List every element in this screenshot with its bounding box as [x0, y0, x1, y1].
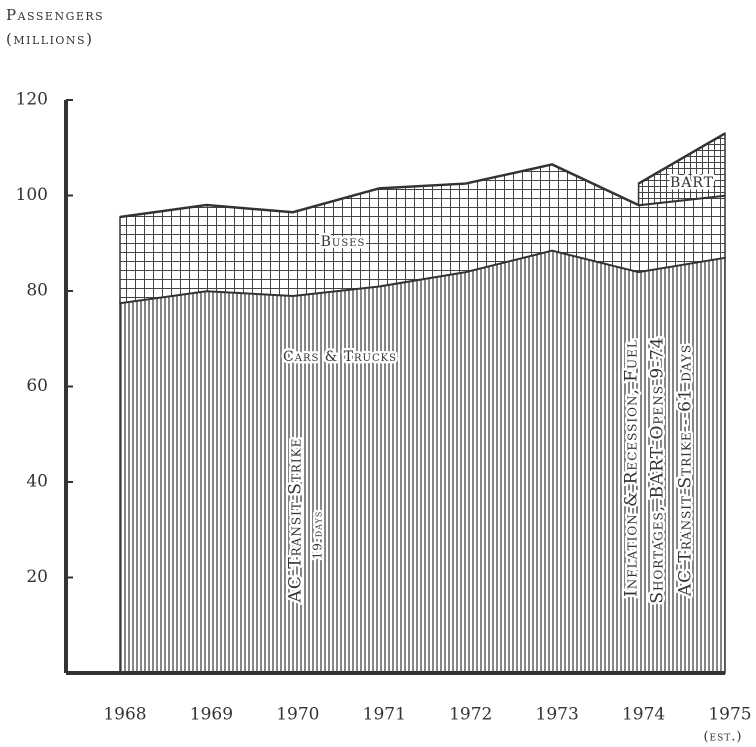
y-tick-label: 80	[26, 281, 48, 301]
y-tick-label: 60	[26, 376, 48, 396]
series-label: Buses	[321, 234, 366, 250]
x-tick-label: 1969	[190, 705, 233, 725]
x-tick-label: 1975	[708, 705, 751, 725]
series-label: BART	[670, 175, 714, 191]
series-label: Cars & Trucks	[283, 349, 397, 365]
y-axis-label: Passengers	[6, 6, 104, 24]
x-tick-label: 1972	[449, 705, 492, 725]
annotation: 19 days	[311, 511, 325, 560]
y-tick-label: 20	[26, 567, 48, 587]
annotation: Inflation & Recession, Fuel	[622, 339, 642, 597]
y-axis-label: (millions)	[6, 30, 93, 48]
area	[637, 132, 726, 206]
x-note: (est.)	[703, 730, 742, 745]
x-tick-label: 1974	[622, 705, 665, 725]
y-tick-label: 120	[16, 90, 48, 110]
x-tick-label: 1968	[103, 705, 146, 725]
annotation: AC Transit Strike	[286, 438, 306, 604]
y-tick-label: 40	[26, 472, 48, 492]
y-tick-label: 100	[16, 185, 48, 205]
area-top-line	[119, 163, 726, 219]
annotation: AC Transit Strike - 61 days	[676, 344, 696, 597]
x-tick-label: 1970	[276, 705, 319, 725]
x-tick-label: 1971	[363, 705, 406, 725]
annotation: Shortages, BART Opens 9-74	[648, 336, 668, 603]
x-tick-label: 1973	[536, 705, 579, 725]
area-top-line	[637, 132, 726, 185]
